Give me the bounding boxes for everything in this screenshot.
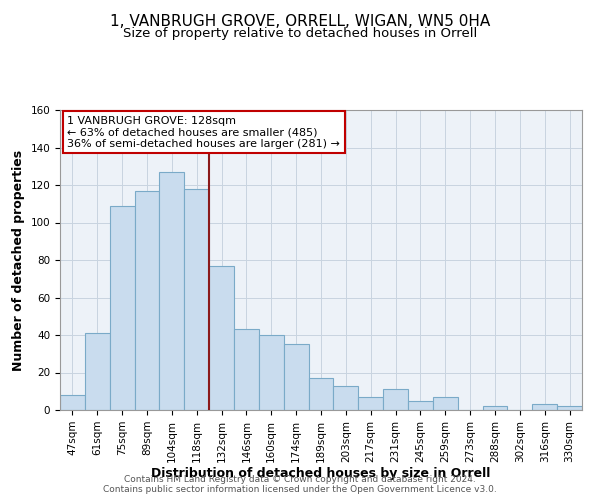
Bar (184, 188, 209, 410)
Bar (358, 397, 383, 410)
Bar (408, 400, 433, 410)
Bar (85, 333, 110, 410)
Bar (110, 206, 134, 410)
Bar (482, 406, 508, 410)
Y-axis label: Number of detached properties: Number of detached properties (12, 150, 25, 370)
Bar (60, 395, 85, 410)
Bar (234, 330, 259, 410)
Bar (209, 266, 234, 410)
Text: Size of property relative to detached houses in Orrell: Size of property relative to detached ho… (123, 28, 477, 40)
Text: Contains public sector information licensed under the Open Government Licence v3: Contains public sector information licen… (103, 485, 497, 494)
Text: 1 VANBRUGH GROVE: 128sqm
← 63% of detached houses are smaller (485)
36% of semi-: 1 VANBRUGH GROVE: 128sqm ← 63% of detach… (67, 116, 340, 149)
Bar (433, 397, 458, 410)
Bar (532, 404, 557, 410)
Text: 1, VANBRUGH GROVE, ORRELL, WIGAN, WN5 0HA: 1, VANBRUGH GROVE, ORRELL, WIGAN, WN5 0H… (110, 14, 490, 29)
Bar (160, 172, 184, 410)
Bar (134, 190, 160, 410)
Bar (334, 386, 358, 410)
Bar (284, 344, 308, 410)
Bar (383, 390, 408, 410)
Text: Contains HM Land Registry data © Crown copyright and database right 2024.: Contains HM Land Registry data © Crown c… (124, 475, 476, 484)
Bar (308, 378, 334, 410)
Bar (259, 335, 284, 410)
X-axis label: Distribution of detached houses by size in Orrell: Distribution of detached houses by size … (151, 468, 491, 480)
Bar (557, 406, 582, 410)
